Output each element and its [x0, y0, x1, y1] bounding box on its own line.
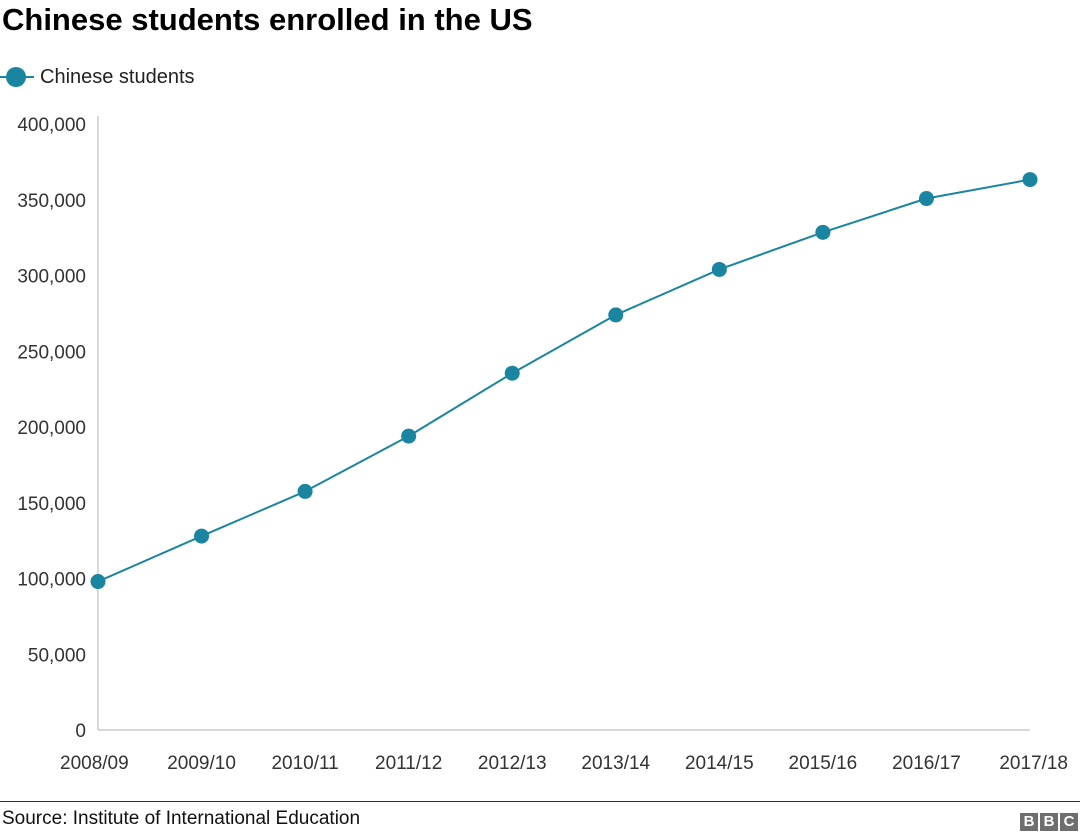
x-tick-label: 2011/12: [375, 753, 442, 774]
x-tick-label: 2016/17: [892, 753, 961, 774]
y-tick-label: 50,000: [28, 645, 86, 666]
x-tick-label: 2008/09: [60, 753, 129, 774]
data-point: [297, 483, 313, 499]
source-note: Source: Institute of International Educa…: [2, 808, 361, 829]
data-point: [815, 224, 831, 240]
chart-title: Chinese students enrolled in the US: [2, 2, 533, 37]
data-point: [711, 261, 727, 277]
data-point: [90, 574, 106, 590]
data-point: [1022, 172, 1038, 188]
bbc-logo-letter: B: [1020, 813, 1038, 831]
y-tick-label: 150,000: [17, 494, 86, 515]
bbc-logo-letter: B: [1040, 813, 1058, 831]
x-tick-label: 2010/11: [271, 753, 338, 774]
y-tick-label: 200,000: [17, 418, 86, 439]
y-tick-label: 0: [75, 721, 86, 742]
x-tick-label: 2017/18: [999, 753, 1068, 774]
data-point: [608, 307, 624, 323]
data-point: [918, 191, 934, 207]
y-tick-label: 300,000: [17, 267, 86, 288]
bbc-logo-letter: C: [1060, 813, 1078, 831]
data-point: [194, 528, 210, 544]
y-tick-label: 100,000: [17, 570, 86, 591]
bbc-logo: B B C: [1020, 813, 1078, 831]
series-line: [97, 178, 1031, 583]
legend-marker-icon: [0, 67, 34, 87]
data-point: [401, 428, 417, 444]
y-tick-label: 350,000: [17, 191, 86, 212]
legend-label: Chinese students: [40, 65, 195, 88]
x-tick-label: 2009/10: [167, 753, 236, 774]
footer-divider: [0, 801, 1080, 802]
data-point: [504, 365, 520, 381]
y-tick-label: 250,000: [17, 342, 86, 363]
y-tick-label: 400,000: [17, 115, 86, 136]
legend: Chinese students: [0, 62, 195, 92]
x-tick-label: 2015/16: [789, 753, 858, 774]
line-chart: 0 50,000 100,000 150,000 200,000 250,000 300,0…: [17, 115, 1068, 774]
x-tick-label: 2013/14: [581, 753, 650, 774]
x-tick-label: 2012/13: [478, 753, 547, 774]
x-tick-label: 2014/15: [685, 753, 754, 774]
